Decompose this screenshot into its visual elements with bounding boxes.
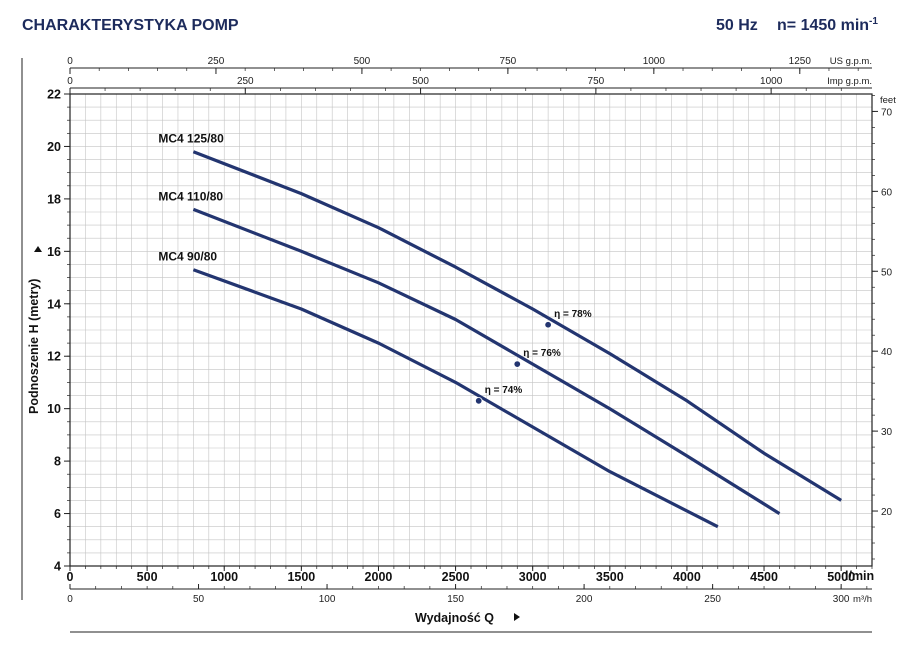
- page-title: CHARAKTERYSTYKA POMP: [22, 17, 239, 34]
- x-axis-arrow-icon: [514, 613, 520, 621]
- y-tick-label: 16: [47, 245, 61, 259]
- feet-tick-label: 50: [881, 267, 893, 278]
- y-tick-label: 8: [54, 455, 61, 469]
- series-group: MC4 125/80 η = 78% MC4 110/80 η = 76% MC4 90…: [158, 132, 843, 529]
- imp-gpm-tick-label: 500: [412, 76, 429, 87]
- y-tick-label: 22: [47, 88, 61, 102]
- us-gpm-tick-label: 0: [67, 56, 73, 67]
- y-tick-label: 6: [54, 507, 61, 521]
- feet-label: feet: [880, 95, 896, 106]
- y-tick-label: 14: [47, 297, 61, 311]
- us-gpm-label: US g.p.m.: [830, 56, 872, 67]
- series-label-2: MC4 110/80: [158, 189, 223, 203]
- m3h-tick-label: 150: [447, 594, 464, 605]
- y-tick-label: 4: [54, 560, 61, 574]
- x-tick-label: 3000: [519, 570, 547, 584]
- imp-gpm-tick-label: 0: [67, 76, 73, 87]
- imp-gpm-tick-label: 750: [588, 76, 605, 87]
- efficiency-label-3: η = 74%: [485, 385, 523, 396]
- series-line-3: [192, 268, 719, 529]
- feet-tick-label: 20: [881, 507, 893, 518]
- m3h-tick-label: 300: [833, 594, 850, 605]
- us-gpm-tick-label: 500: [354, 56, 371, 67]
- us-gpm-tick-label: 750: [500, 56, 517, 67]
- feet-tick-label: 60: [881, 187, 893, 198]
- x-tick-label: 4000: [673, 570, 701, 584]
- y-tick-label: 20: [47, 140, 61, 154]
- us-gpm-tick-label: 1000: [643, 56, 666, 67]
- imp-gpm-label: Imp g.p.m.: [827, 76, 872, 87]
- us-gpm-axis: US g.p.m. 0 250 500 750 1000 1250: [67, 56, 872, 74]
- imp-gpm-tick-label: 1000: [760, 76, 783, 87]
- x-tick-label: 0: [67, 570, 74, 584]
- feet-tick-label: 40: [881, 347, 893, 358]
- m3h-tick-label: 0: [67, 594, 73, 605]
- y-tick-label: 12: [47, 350, 61, 364]
- series-line-1: [192, 150, 843, 502]
- us-gpm-tick-label: 1250: [789, 56, 812, 67]
- x-unit-label: l/min: [845, 569, 874, 583]
- efficiency-point-2: [513, 360, 521, 368]
- m3h-tick-label: 50: [193, 594, 205, 605]
- x-axis: l/min 0 500 1000 1500 2000 2500 3000 3500 4000 45…: [67, 566, 874, 584]
- speed-label: n= 1450 min-1: [777, 16, 878, 34]
- m3h-tick-label: 250: [704, 594, 721, 605]
- feet-tick-label: 30: [881, 427, 893, 438]
- m3h-tick-label: 200: [576, 594, 593, 605]
- efficiency-point-1: [544, 321, 552, 329]
- y-tick-label: 10: [47, 402, 61, 416]
- series-line-2: [192, 207, 781, 515]
- frequency-label: 50 Hz: [716, 17, 758, 34]
- series-label-1: MC4 125/80: [158, 132, 224, 146]
- efficiency-label-1: η = 78%: [554, 309, 592, 320]
- feet-tick-label: 70: [881, 107, 893, 118]
- m3h-axis: m³/h 0 50 100 150 200 250 300: [67, 584, 872, 605]
- efficiency-point-3: [475, 397, 483, 405]
- y-axis: 4 6 8 10 12 14 16 18 20 22: [47, 88, 70, 574]
- series-label-3: MC4 90/80: [158, 250, 217, 264]
- x-tick-label: 2500: [442, 570, 470, 584]
- y-axis-arrow-icon: [34, 246, 42, 252]
- x-axis-title: Wydajność Q: [415, 611, 494, 625]
- x-tick-label: 4500: [750, 570, 778, 584]
- x-tick-label: 1000: [210, 570, 238, 584]
- x-tick-label: 5000: [827, 570, 855, 584]
- y-tick-label: 18: [47, 192, 61, 206]
- imp-gpm-tick-label: 250: [237, 76, 254, 87]
- x-tick-label: 1500: [287, 570, 315, 584]
- x-tick-label: 3500: [596, 570, 624, 584]
- us-gpm-tick-label: 250: [208, 56, 225, 67]
- imp-gpm-axis: Imp g.p.m. 0 250 500 750 1000: [67, 76, 872, 94]
- m3h-label: m³/h: [853, 594, 872, 605]
- x-tick-label: 2000: [365, 570, 393, 584]
- y-axis-title: Podnoszenie H (metry): [27, 279, 41, 414]
- efficiency-label-2: η = 76%: [523, 348, 561, 359]
- feet-axis: feet 20 30 40 50 60 70: [872, 95, 896, 560]
- m3h-tick-label: 100: [319, 594, 336, 605]
- x-tick-label: 500: [137, 570, 158, 584]
